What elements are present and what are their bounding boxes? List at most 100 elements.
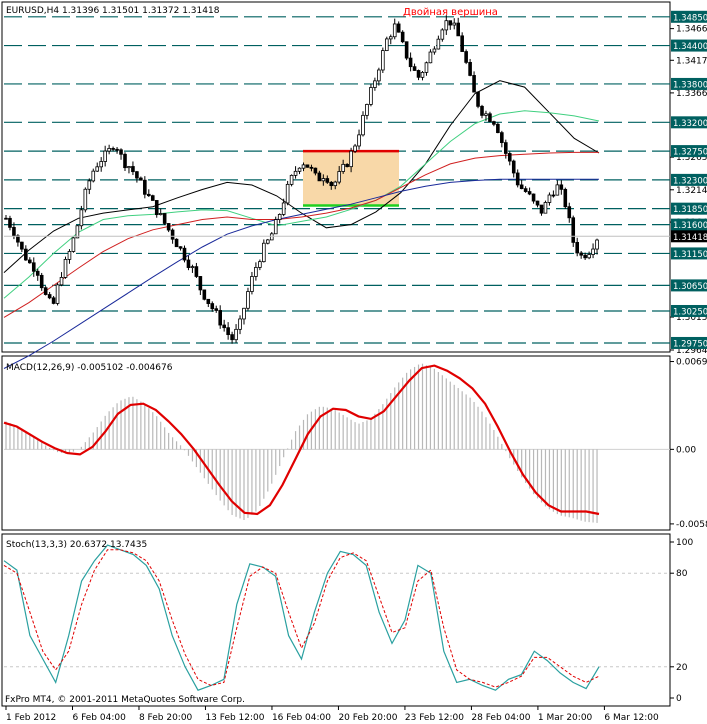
candle-body xyxy=(388,36,393,40)
candle-body xyxy=(543,202,548,214)
candle-body xyxy=(535,200,540,206)
candle-body xyxy=(377,69,381,82)
candle-body xyxy=(273,219,278,235)
time-axis-label: 23 Feb 12:00 xyxy=(405,713,464,723)
candle-body xyxy=(511,160,516,174)
candle-body xyxy=(214,308,219,311)
candle-body xyxy=(202,289,207,300)
candle-body xyxy=(353,145,357,152)
candle-body xyxy=(262,242,266,263)
candle-body xyxy=(396,23,401,33)
candle-body xyxy=(444,20,449,31)
candle-body xyxy=(381,50,385,71)
candle-body xyxy=(496,123,500,134)
candle-body xyxy=(75,225,80,239)
candle-body xyxy=(357,134,361,147)
moving-average-line xyxy=(3,110,600,299)
macd-signal-line xyxy=(3,364,600,516)
level-price-tag xyxy=(671,116,707,129)
candle-body xyxy=(281,202,286,215)
candle-body xyxy=(95,166,100,172)
level-price-tag xyxy=(671,173,707,186)
time-axis-label: 8 Feb 20:00 xyxy=(139,713,193,723)
time-axis-label: 20 Feb 20:00 xyxy=(338,713,397,723)
stoch-title: Stoch(13,3,3) 20.6372 13.7435 xyxy=(6,540,147,550)
candle-body xyxy=(488,113,492,122)
candle-body xyxy=(547,194,552,203)
candle-body xyxy=(571,217,576,243)
candle-body xyxy=(246,291,250,309)
candle-body xyxy=(182,247,187,261)
candle-body xyxy=(400,31,405,43)
macd-panel xyxy=(3,363,670,523)
level-price-tag xyxy=(671,336,707,349)
candle-body xyxy=(293,170,298,176)
candle-body xyxy=(309,166,314,169)
candle-body xyxy=(111,148,115,150)
candle-body xyxy=(527,191,532,195)
candle-body xyxy=(87,180,92,190)
candle-body xyxy=(424,62,429,73)
candle-body xyxy=(55,284,60,304)
time-axis-label: 1 Mar 20:00 xyxy=(538,713,593,723)
level-price-label: 1.34850 xyxy=(673,13,707,23)
candle-body xyxy=(531,193,536,202)
candle-body xyxy=(468,61,472,76)
candle-body xyxy=(59,277,64,286)
level-price-label: 1.30250 xyxy=(673,307,707,317)
price-axis-label: 1.29640 xyxy=(676,346,707,356)
candle-body xyxy=(285,183,290,204)
candle-body xyxy=(349,150,353,168)
stoch-axis-label: 80 xyxy=(676,569,688,579)
candle-body xyxy=(384,38,389,51)
candle-body xyxy=(170,229,175,240)
candle-body xyxy=(412,66,417,71)
candle-body xyxy=(258,261,262,268)
level-price-label: 1.30650 xyxy=(673,282,707,292)
candle-body xyxy=(265,239,270,244)
candle-body xyxy=(448,20,453,26)
stoch-axis-label: 0 xyxy=(676,694,682,704)
candle-body xyxy=(515,172,520,186)
stoch-axis-label: 100 xyxy=(676,538,693,548)
candle-body xyxy=(162,213,167,224)
candle-body xyxy=(345,163,349,168)
candle-body xyxy=(119,149,123,155)
candle-body xyxy=(269,233,274,241)
candle-body xyxy=(27,259,32,264)
candle-body xyxy=(190,266,195,269)
stoch-axis-label: 20 xyxy=(676,663,688,673)
candle-body xyxy=(408,57,413,68)
level-price-tag xyxy=(671,279,707,292)
candle-body xyxy=(337,171,341,183)
price-axis-label: 1.34170 xyxy=(676,56,707,66)
candle-body xyxy=(39,274,44,289)
candle-body xyxy=(99,161,104,168)
candle-body xyxy=(365,104,369,116)
level-price-label: 1.33800 xyxy=(673,80,707,90)
level-price-tag xyxy=(671,77,707,90)
candle-body xyxy=(436,38,441,50)
candle-body xyxy=(341,163,345,172)
candle-body xyxy=(579,252,583,256)
stoch-panel-frame xyxy=(1,533,671,707)
candle-body xyxy=(63,258,68,278)
candle-body xyxy=(456,22,460,37)
candle-body xyxy=(416,70,421,78)
candle-body xyxy=(373,80,377,88)
price-axis-label: 1.30155 xyxy=(676,313,707,323)
chart-title: EURUSD,H4 1.31396 1.31501 1.31372 1.3141… xyxy=(6,6,220,16)
candle-body xyxy=(47,294,52,299)
candle-body xyxy=(317,172,322,182)
level-price-label: 1.33200 xyxy=(673,119,707,129)
candle-body xyxy=(79,209,84,227)
level-price-tag xyxy=(671,304,707,317)
candle-body xyxy=(206,298,211,304)
candle-body xyxy=(460,35,464,52)
candle-body xyxy=(555,184,560,196)
candle-body xyxy=(135,171,139,179)
price-axis-label: 1.32655 xyxy=(676,153,707,163)
level-price-label: 1.31850 xyxy=(673,205,707,215)
candle-body xyxy=(166,223,171,231)
level-price-tag xyxy=(671,39,707,52)
